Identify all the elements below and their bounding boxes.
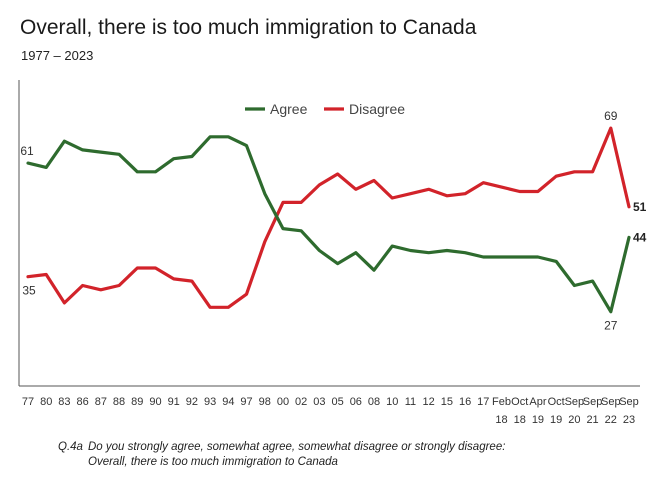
x-tick-15: 02 — [295, 396, 307, 408]
x-tick-11: 94 — [222, 396, 234, 408]
x-tick-29: Oct 19 — [548, 396, 565, 426]
x-tick-6: 89 — [131, 396, 143, 408]
x-tick-3: 86 — [77, 396, 89, 408]
data-label-disagree-33: 51 — [633, 200, 647, 214]
x-tick-17: 05 — [331, 396, 343, 408]
x-tick-22: 12 — [423, 396, 435, 408]
x-tick-2: 83 — [58, 396, 70, 408]
x-tick-26: Feb 18 — [492, 396, 511, 426]
data-label-agree-32: 27 — [604, 319, 618, 333]
x-tick-8: 91 — [168, 396, 180, 408]
x-tick-13: 98 — [259, 396, 271, 408]
data-label-disagree-32: 69 — [604, 109, 618, 123]
x-tick-27: Oct 18 — [511, 396, 528, 426]
legend-label-agree: Agree — [270, 101, 308, 117]
x-tick-19: 08 — [368, 396, 380, 408]
footnote: Q.4a Do you strongly agree, somewhat agre… — [58, 440, 505, 470]
data-label-agree-33: 44 — [633, 230, 647, 244]
x-tick-28: Apr 19 — [529, 396, 546, 426]
x-tick-labels: 77 80 83 86 87 88 89 90 91 92 93 94 97 98 00 02 03 05 06 08… — [22, 396, 639, 426]
x-tick-24: 16 — [459, 396, 471, 408]
footnote-question: Do you strongly agree, somewhat agree, s… — [88, 441, 506, 453]
data-label-disagree-0: 35 — [22, 284, 36, 298]
series-line-agree — [26, 135, 631, 314]
x-tick-5: 88 — [113, 396, 125, 408]
legend: Agree Disagree — [245, 101, 405, 117]
data-labels: 61 35 69 27 51 44 — [20, 109, 646, 333]
x-tick-25: 17 — [477, 396, 489, 408]
x-tick-33: Sep 23 — [619, 396, 639, 426]
footnote-qid: Q.4a — [58, 441, 83, 453]
x-tick-16: 03 — [313, 396, 325, 408]
x-tick-0: 77 — [22, 396, 34, 408]
x-tick-7: 90 — [149, 396, 161, 408]
chart-title: Overall, there is too much immigration t… — [20, 16, 477, 39]
x-tick-30: Sep 20 — [565, 396, 585, 426]
chart-subtitle: 1977 – 2023 — [21, 48, 94, 63]
data-label-agree-0: 61 — [20, 144, 34, 158]
x-tick-9: 92 — [186, 396, 198, 408]
x-tick-32: Sep 22 — [601, 396, 621, 426]
series-lines — [26, 126, 631, 314]
x-tick-31: Sep 21 — [583, 396, 603, 426]
x-tick-14: 00 — [277, 396, 289, 408]
x-tick-4: 87 — [95, 396, 107, 408]
x-tick-18: 06 — [350, 396, 362, 408]
series-line-disagree — [26, 126, 631, 309]
x-tick-1: 80 — [40, 396, 52, 408]
legend-label-disagree: Disagree — [349, 101, 405, 117]
x-tick-10: 93 — [204, 396, 216, 408]
x-tick-20: 10 — [386, 396, 398, 408]
x-tick-23: 15 — [441, 396, 453, 408]
x-tick-12: 97 — [240, 396, 252, 408]
x-tick-21: 11 — [405, 396, 416, 408]
footnote-statement: Overall, there is too much immigration t… — [88, 456, 338, 468]
